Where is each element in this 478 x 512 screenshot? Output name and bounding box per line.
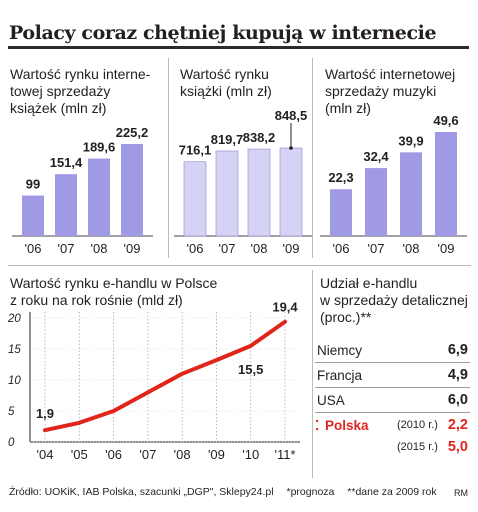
books-market-tick-label: '09 <box>283 241 300 256</box>
page-title: Polacy coraz chętniej kupują w interneci… <box>9 22 437 44</box>
books-online-tick-label: '07 <box>58 241 75 256</box>
music-online-data-label: 39,9 <box>398 133 423 148</box>
music-online-bar <box>400 152 422 236</box>
title-rule <box>8 46 469 49</box>
y-tick-label: 15 <box>8 344 21 356</box>
music-online-chart: 22,3 '06 32,4 '07 39,9 '08 49,6 '09 <box>320 113 467 256</box>
ecommerce-data-label: 15,5 <box>238 362 263 377</box>
share-table-title: Udział e-handlu w sprzedaży detalicznej … <box>320 275 468 325</box>
books-market-bar <box>247 148 271 237</box>
books-market-tick-label: '08 <box>251 241 268 256</box>
books-online-data-label: 151,4 <box>50 155 83 170</box>
ecommerce-title: Wartość rynku e-handlu w Polsce z roku n… <box>10 275 218 308</box>
country-label: Francja <box>317 368 363 383</box>
y-tick-label: 10 <box>8 375 21 387</box>
y-tick-label: 0 <box>8 437 15 449</box>
y-tick-label: 20 <box>7 313 21 325</box>
polska-icon: ⁚ <box>315 418 320 433</box>
books-online-data-label: 225,2 <box>116 125 149 140</box>
ecommerce-tick-label: '04 <box>37 447 54 462</box>
separator-2 <box>312 58 313 258</box>
separator-1 <box>168 58 169 258</box>
music-online-bar <box>330 189 352 236</box>
table-row: (2015 r.) 5,0 <box>315 435 470 459</box>
year-label: (2015 r.) <box>397 441 438 453</box>
ecommerce-data-label: 19,4 <box>272 300 298 315</box>
books-market-data-label: 838,2 <box>243 130 276 145</box>
credit: RM <box>454 488 468 498</box>
books-market-title: Wartość rynku książki (mln zł) <box>180 66 272 99</box>
books-market-tick-label: '06 <box>187 241 204 256</box>
share-value: 5,0 <box>447 439 468 455</box>
table-row: Niemcy 6,9 <box>315 338 470 363</box>
share-value: 4,9 <box>447 367 468 383</box>
separator-mid <box>8 265 471 266</box>
country-label: USA <box>317 393 345 408</box>
books-market-tick-label: '07 <box>219 241 236 256</box>
share-value: 6,9 <box>447 342 468 358</box>
music-online-tick-label: '07 <box>368 241 385 256</box>
share-value: 2,2 <box>447 417 468 433</box>
country-label: Niemcy <box>317 343 363 358</box>
table-row: Francja 4,9 <box>315 363 470 388</box>
books-online-tick-label: '09 <box>124 241 141 256</box>
books-market-chart: 716,1 '06 819,7 '07 838,2 '08 848,5 '09 <box>174 108 312 256</box>
music-online-data-label: 49,6 <box>433 113 458 128</box>
music-online-tick-label: '09 <box>438 241 455 256</box>
books-market-data-label: 716,1 <box>179 143 212 158</box>
books-market-leader-dot <box>289 146 293 150</box>
books-online-chart: 99 '06 151,4 '07 189,6 '08 225,2 '09 <box>12 125 153 256</box>
books-market-data-label: 819,7 <box>211 132 244 147</box>
ecommerce-tick-label: '10 <box>242 447 259 462</box>
ecommerce-data-label: 1,9 <box>36 406 54 421</box>
books-online-bar <box>88 158 110 236</box>
share-value: 6,0 <box>447 392 468 408</box>
ecommerce-tick-label: '07 <box>139 447 156 462</box>
books-online-title: Wartość rynku interne- towej sprzedaży k… <box>10 66 151 116</box>
ecommerce-line-group: '04 '05 '06 '07 '08 '09 '10 '11* 0 5 10 15 20 1,9 15,5… <box>7 300 300 462</box>
table-row: ⁚ Polska (2010 r.) 2,2 <box>315 413 470 437</box>
books-market-data-label: 848,5 <box>275 108 308 123</box>
y-tick-label: 5 <box>8 406 15 418</box>
books-online-data-label: 189,6 <box>83 140 116 155</box>
year-note: **dane za 2009 rok <box>347 486 437 498</box>
books-online-bar <box>22 195 44 236</box>
separator-3 <box>312 270 313 478</box>
source-note: Źródło: UOKiK, IAB Polska, szacunki „DGP… <box>9 486 274 498</box>
ecommerce-tick-label: '05 <box>71 447 88 462</box>
music-online-data-label: 22,3 <box>328 170 353 185</box>
country-label: Polska <box>325 418 369 433</box>
music-online-title: Wartość internetowej sprzedaży muzyki (m… <box>325 66 456 116</box>
books-market-bar <box>215 150 239 237</box>
books-online-bar <box>55 174 77 236</box>
books-online-bar <box>121 144 143 236</box>
books-online-data-label: 99 <box>26 177 40 192</box>
ecommerce-series-line <box>43 319 287 433</box>
ecommerce-tick-label: '11* <box>274 447 295 462</box>
music-online-tick-label: '06 <box>333 241 350 256</box>
music-online-bar <box>365 168 387 236</box>
music-online-data-label: 32,4 <box>363 149 389 164</box>
books-online-tick-label: '08 <box>91 241 108 256</box>
ecommerce-tick-label: '08 <box>174 447 191 462</box>
footer: Źródło: UOKiK, IAB Polska, szacunki „DGP… <box>9 486 437 498</box>
ecommerce-tick-label: '09 <box>208 447 225 462</box>
ecommerce-tick-label: '06 <box>105 447 122 462</box>
year-label: (2010 r.) <box>397 419 438 431</box>
books-market-bar <box>183 161 207 237</box>
books-online-tick-label: '06 <box>25 241 42 256</box>
music-online-tick-label: '08 <box>403 241 420 256</box>
forecast-note: *prognoza <box>286 486 335 498</box>
table-row: USA 6,0 <box>315 388 470 413</box>
music-online-bar <box>435 132 457 236</box>
